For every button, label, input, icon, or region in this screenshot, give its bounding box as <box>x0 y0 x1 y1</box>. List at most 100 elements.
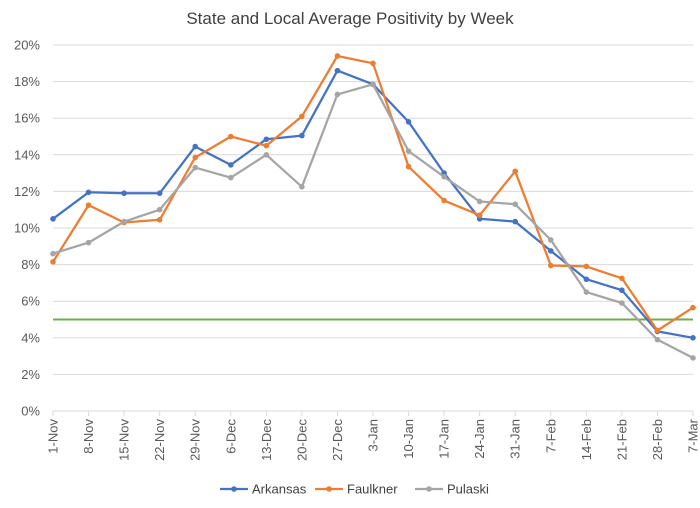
data-point-faulkner <box>476 212 483 218</box>
data-point-faulkner <box>85 202 92 208</box>
data-point-faulkner <box>583 263 590 270</box>
data-point-arkansas <box>227 162 234 168</box>
x-tick-label: 28-Feb <box>650 419 665 460</box>
data-point-faulkner <box>370 60 376 67</box>
data-point-faulkner <box>192 154 199 161</box>
data-point-pulaski <box>227 174 234 181</box>
x-tick-label: 14-Feb <box>579 419 594 460</box>
data-point-arkansas <box>619 287 625 294</box>
x-tick-label: 21-Feb <box>614 419 629 460</box>
data-point-arkansas <box>547 248 554 254</box>
y-tick-label: 6% <box>21 294 40 309</box>
x-tick-label: 10-Jan <box>401 419 416 459</box>
y-tick-label: 18% <box>14 74 40 89</box>
data-point-arkansas <box>156 190 163 197</box>
legend-label-faulkner: Faulkner <box>347 482 398 497</box>
data-point-pulaski <box>441 173 447 180</box>
data-point-pulaski <box>334 91 341 98</box>
series-group <box>50 53 696 361</box>
data-point-faulkner <box>334 53 341 59</box>
x-tick-label: 22-Nov <box>152 419 167 461</box>
legend-marker-arkansas <box>231 486 237 492</box>
data-point-arkansas <box>405 119 412 125</box>
y-tick-label: 10% <box>14 221 40 236</box>
data-point-faulkner <box>405 163 412 170</box>
x-tick-label: 8-Nov <box>81 419 96 454</box>
data-point-arkansas <box>121 190 127 197</box>
x-tick-label: 27-Dec <box>330 419 345 461</box>
x-tick-label: 20-Dec <box>294 419 309 461</box>
series-arkansas <box>50 67 696 341</box>
data-point-arkansas <box>583 276 590 283</box>
data-point-pulaski <box>654 336 661 343</box>
y-tick-label: 16% <box>14 111 40 126</box>
y-tick-label: 14% <box>14 147 40 162</box>
y-tick-label: 0% <box>21 404 40 419</box>
gridlines <box>53 44 693 412</box>
data-point-pulaski <box>476 198 483 205</box>
x-tick-label: 1-Nov <box>46 419 61 454</box>
data-point-faulkner <box>441 197 447 204</box>
data-point-faulkner <box>690 304 696 311</box>
x-tick-label: 17-Jan <box>437 419 452 459</box>
data-point-faulkner <box>156 216 163 223</box>
data-point-faulkner <box>512 168 519 175</box>
data-point-pulaski <box>85 239 92 246</box>
data-point-faulkner <box>227 133 234 140</box>
data-point-pulaski <box>192 164 199 171</box>
legend-label-pulaski: Pulaski <box>447 482 489 497</box>
x-tick-label: 24-Jan <box>472 419 487 459</box>
chart-title: State and Local Average Positivity by We… <box>186 9 514 28</box>
data-point-arkansas <box>334 67 341 74</box>
data-point-faulkner <box>299 113 305 120</box>
x-tick-label: 3-Jan <box>366 419 381 452</box>
data-point-pulaski <box>512 201 519 208</box>
series-faulkner <box>50 53 696 334</box>
data-point-faulkner <box>50 259 56 265</box>
x-tick-label: 29-Nov <box>188 419 203 461</box>
y-tick-label: 8% <box>21 257 40 272</box>
data-point-arkansas <box>512 218 519 225</box>
data-point-faulkner <box>263 142 270 149</box>
y-tick-label: 2% <box>21 367 40 382</box>
data-point-pulaski <box>121 218 127 225</box>
y-axis-ticks: 0% 2% 4% 6% 8% 10% 12% 14% 16% 18% 20% <box>14 38 40 419</box>
x-tick-label: 13-Dec <box>259 419 274 461</box>
data-point-faulkner <box>619 275 625 282</box>
data-point-pulaski <box>156 206 163 213</box>
series-line-arkansas <box>51 69 695 339</box>
data-point-pulaski <box>690 355 696 361</box>
legend-marker-pulaski <box>426 486 432 492</box>
data-point-pulaski <box>263 152 270 158</box>
series-pulaski <box>50 81 696 361</box>
x-tick-label: 31-Jan <box>508 419 523 459</box>
y-tick-label: 4% <box>21 330 40 345</box>
data-point-arkansas <box>690 335 696 341</box>
data-point-arkansas <box>85 189 92 196</box>
data-point-arkansas <box>50 216 56 222</box>
x-axis-ticks: 1-Nov 8-Nov 15-Nov 22-Nov 29-Nov 6-Dec 13-Dec 2… <box>46 411 700 461</box>
legend: Arkansas Faulkner Pulaski <box>220 482 489 497</box>
legend-label-arkansas: Arkansas <box>252 482 307 497</box>
y-tick-label: 20% <box>14 38 40 53</box>
data-point-pulaski <box>583 289 590 295</box>
data-point-faulkner <box>654 327 661 334</box>
data-point-pulaski <box>299 184 305 190</box>
x-tick-label: 6-Dec <box>223 419 238 454</box>
y-tick-label: 12% <box>14 184 40 199</box>
data-point-arkansas <box>192 143 199 150</box>
data-point-pulaski <box>619 300 625 306</box>
data-point-pulaski <box>405 148 412 154</box>
data-point-arkansas <box>299 132 305 139</box>
x-tick-label: 15-Nov <box>117 419 132 461</box>
data-point-pulaski <box>50 250 56 257</box>
legend-marker-faulkner <box>326 486 332 492</box>
data-point-pulaski <box>370 81 376 88</box>
x-tick-label: 7-Mar <box>686 418 700 453</box>
data-point-arkansas <box>263 136 270 143</box>
x-tick-label: 7-Feb <box>543 419 558 453</box>
data-point-pulaski <box>547 237 554 243</box>
data-point-faulkner <box>547 262 554 269</box>
